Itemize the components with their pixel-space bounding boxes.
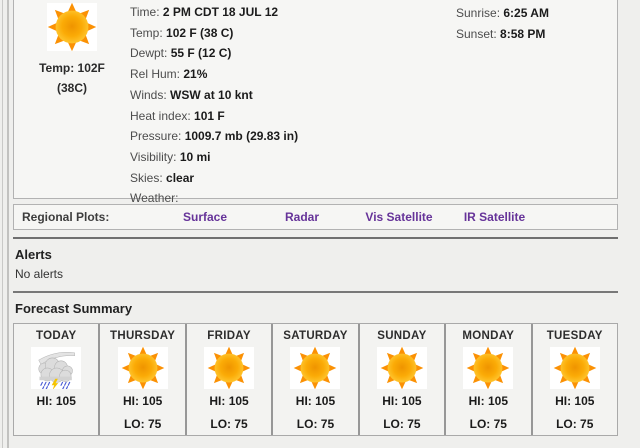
forecast-weather-icon — [204, 347, 255, 389]
sunset-row: Sunset: 8:58 PM — [456, 26, 546, 41]
divider — [13, 237, 618, 239]
radar-link[interactable]: Radar — [284, 210, 319, 224]
forecast-hi: HI: 105 — [209, 394, 249, 408]
forecast-day-label: TODAY — [35, 330, 77, 342]
surface-link[interactable]: Surface — [182, 210, 228, 224]
thunderstorm-icon — [38, 351, 76, 389]
sun-icon — [467, 347, 510, 389]
forecast-weather-icon — [117, 347, 168, 389]
forecast-hi: HI: 105 — [382, 394, 422, 408]
forecast-weather-icon — [290, 347, 341, 389]
alerts-title: Alerts — [15, 247, 52, 262]
forecast-table: TODAY HI: 105 THURSDAY HI: 105 LO: 75 FR… — [13, 323, 618, 436]
forecast-card-monday: MONDAY HI: 105 LO: 75 — [444, 324, 530, 435]
sun-icon — [207, 347, 251, 389]
condition-row-temp: Temp: 102 F (38 C) — [130, 25, 234, 40]
sun-icon — [47, 3, 97, 51]
forecast-day-label: TUESDAY — [546, 330, 603, 342]
vis-satellite-link[interactable]: Vis Satellite — [365, 210, 433, 224]
forecast-lo: LO: 75 — [210, 417, 248, 431]
frame-left-border — [7, 0, 9, 448]
condition-row-visibility: Visibility: 10 mi — [130, 149, 211, 164]
forecast-card-sunday: SUNDAY HI: 105 LO: 75 — [357, 324, 444, 435]
forecast-card-friday: FRIDAY HI: 105 LO: 75 — [184, 324, 271, 435]
forecast-weather-icon — [376, 347, 427, 389]
current-icon-column: Temp: 102F (38C) — [14, 0, 130, 198]
forecast-day-label: THURSDAY — [110, 330, 176, 342]
forecast-lo: LO: 75 — [469, 417, 507, 431]
regional-plots-bar: Regional Plots: Surface Radar Vis Satell… — [13, 204, 618, 230]
regional-plots-label: Regional Plots: — [22, 210, 110, 224]
forecast-hi: HI: 105 — [122, 394, 163, 408]
forecast-day-label: FRIDAY — [207, 330, 251, 342]
forecast-card-thursday: THURSDAY HI: 105 LO: 75 — [98, 324, 184, 435]
condition-row-relhum: Rel Hum: 21% — [130, 67, 208, 82]
condition-row-pressure: Pressure: 1009.7 mb (29.83 in) — [130, 129, 299, 144]
forecast-lo: LO: 75 — [296, 417, 335, 431]
forecast-weather-icon — [31, 347, 82, 389]
forecast-card-saturday: SATURDAY HI: 105 LO: 75 — [271, 324, 357, 435]
condition-row-time: Time: 2 PM CDT 18 JUL 12 — [130, 5, 279, 19]
forecast-lo: LO: 75 — [556, 417, 594, 431]
forecast-day-label: SUNDAY — [377, 330, 427, 342]
sun-icon — [121, 347, 164, 389]
ir-satellite-link[interactable]: IR Satellite — [463, 210, 526, 224]
forecast-lo: LO: 75 — [383, 417, 421, 431]
forecast-hi: HI: 105 — [295, 394, 336, 408]
forecast-hi: HI: 105 — [468, 394, 508, 408]
sun-icon — [553, 347, 597, 389]
forecast-lo: LO: 75 — [123, 417, 162, 431]
sunrise-row: Sunrise: 6:25 AM — [456, 6, 549, 20]
forecast-weather-icon — [549, 347, 600, 389]
current-temp-caption-celsius: (38C) — [56, 81, 87, 95]
sun-times: Sunrise: 6:25 AM Sunset: 8:58 PM — [456, 3, 549, 44]
condition-row-skies: Skies: clear — [130, 170, 195, 185]
condition-row-weather: Weather: — [130, 191, 179, 206]
forecast-day-label: MONDAY — [462, 330, 515, 342]
divider — [13, 291, 618, 293]
condition-row-heat-index: Heat index: 101 F — [130, 108, 225, 123]
forecast-card-today: TODAY HI: 105 — [14, 324, 98, 435]
current-temp-caption: Temp: 102F — [39, 61, 105, 75]
sun-icon — [294, 347, 337, 389]
forecast-hi: HI: 105 — [36, 394, 76, 408]
forecast-hi: HI: 105 — [555, 394, 595, 408]
sun-icon — [380, 347, 424, 389]
condition-row-winds: Winds: WSW at 10 knt — [130, 87, 253, 102]
current-weather-icon — [47, 3, 97, 51]
page-left-border — [2, 0, 3, 448]
forecast-day-label: SATURDAY — [283, 330, 348, 342]
current-conditions-list: Time: 2 PM CDT 18 JUL 12 Temp: 102 F (38… — [130, 0, 299, 205]
forecast-card-tuesday: TUESDAY HI: 105 LO: 75 — [530, 324, 617, 435]
weather-page: Temp: 102F (38C) Time: 2 PM CDT 18 JUL 1… — [13, 0, 618, 436]
current-conditions-panel: Temp: 102F (38C) Time: 2 PM CDT 18 JUL 1… — [13, 0, 618, 205]
forecast-weather-icon — [463, 347, 514, 389]
forecast-title: Forecast Summary — [15, 301, 133, 316]
condition-row-dewpt: Dewpt: 55 F (12 C) — [130, 46, 232, 61]
alerts-message: No alerts — [15, 267, 64, 281]
